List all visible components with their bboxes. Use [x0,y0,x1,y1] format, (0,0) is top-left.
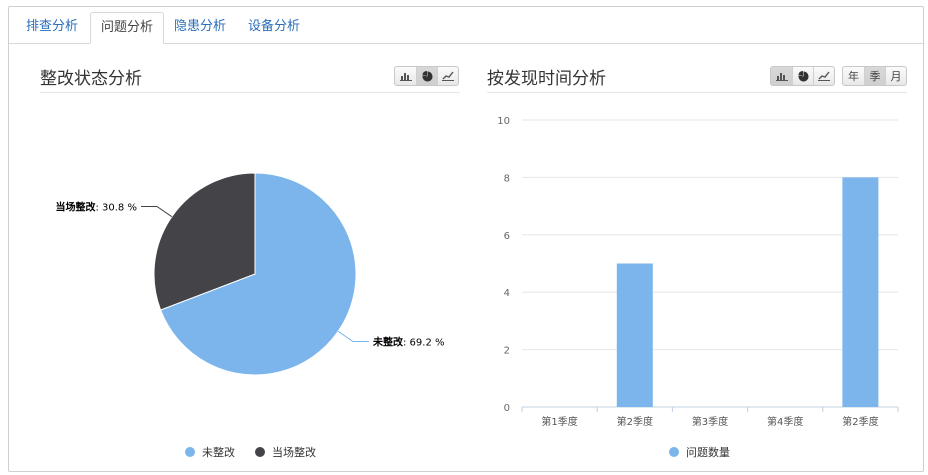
legend-marker [669,447,679,457]
pie-data-label: 未整改: 69.2 % [372,336,445,349]
pie-slice[interactable] [159,172,357,376]
line-chart-icon [442,71,454,81]
legend-item[interactable]: 未整改 [202,445,235,459]
pie-chart-icon [797,70,809,82]
left-chart-type-toolbar [394,66,459,86]
y-tick-label: 0 [504,403,510,414]
y-tick-label: 6 [504,231,510,242]
bar-chart-icon [399,71,412,81]
x-tick-label: 第1季度 [541,415,577,428]
tab-hazard-analysis[interactable]: 隐患分析 [174,19,227,34]
pie-slice[interactable] [153,172,256,311]
period-year-button[interactable]: 年 [848,70,859,83]
pie-connector [140,205,173,218]
line-chart-button[interactable] [437,67,458,85]
x-tick-label: 第3季度 [692,415,728,428]
y-tick-label: 8 [504,173,510,184]
left-panel-divider [40,92,460,93]
tab-issue-analysis[interactable]: 问题分析 [90,12,165,44]
legend-item[interactable]: 当场整改 [272,445,316,459]
legend-item[interactable]: 问题数量 [686,446,730,459]
tab-equipment-analysis[interactable]: 设备分析 [248,19,301,34]
bar[interactable] [842,177,879,407]
period-toolbar: 年 季 月 [842,66,907,86]
y-tick-label: 2 [504,346,510,357]
x-tick-label: 第2季度 [617,415,653,428]
x-tick-label: 第2季度 [842,415,878,428]
pie-chart-button[interactable] [792,67,813,85]
pie-chart-icon [421,70,433,82]
line-chart-button[interactable] [813,67,834,85]
pie-chart-button[interactable] [416,67,437,85]
legend-marker [185,447,195,457]
x-tick-label: 第4季度 [767,415,803,428]
rectification-status-title: 整改状态分析 [40,69,142,89]
period-quarter-button[interactable]: 季 [864,67,885,85]
rectification-status-pie-chart: 未整改: 69.2 % 当场整改: 30.8 % 未整改 当场整改 [55,172,445,459]
pie-connector [337,330,370,343]
bar-chart-icon [775,71,788,81]
pie-data-label: 当场整改: 30.8 % [55,200,137,213]
bar-chart-button[interactable] [771,67,792,85]
right-chart-type-toolbar [770,66,835,86]
bar[interactable] [616,263,653,408]
bar-chart-button[interactable] [395,67,416,85]
right-panel-divider [487,92,907,93]
tab-inspection-analysis[interactable]: 排查分析 [26,19,79,34]
by-discovery-time-title: 按发现时间分析 [487,69,606,89]
y-tick-label: 10 [497,116,510,127]
y-tick-label: 4 [504,288,510,299]
legend-marker [255,447,265,457]
tab-bar-divider [9,43,924,44]
line-chart-icon [818,71,830,81]
period-month-button[interactable]: 月 [885,67,906,85]
